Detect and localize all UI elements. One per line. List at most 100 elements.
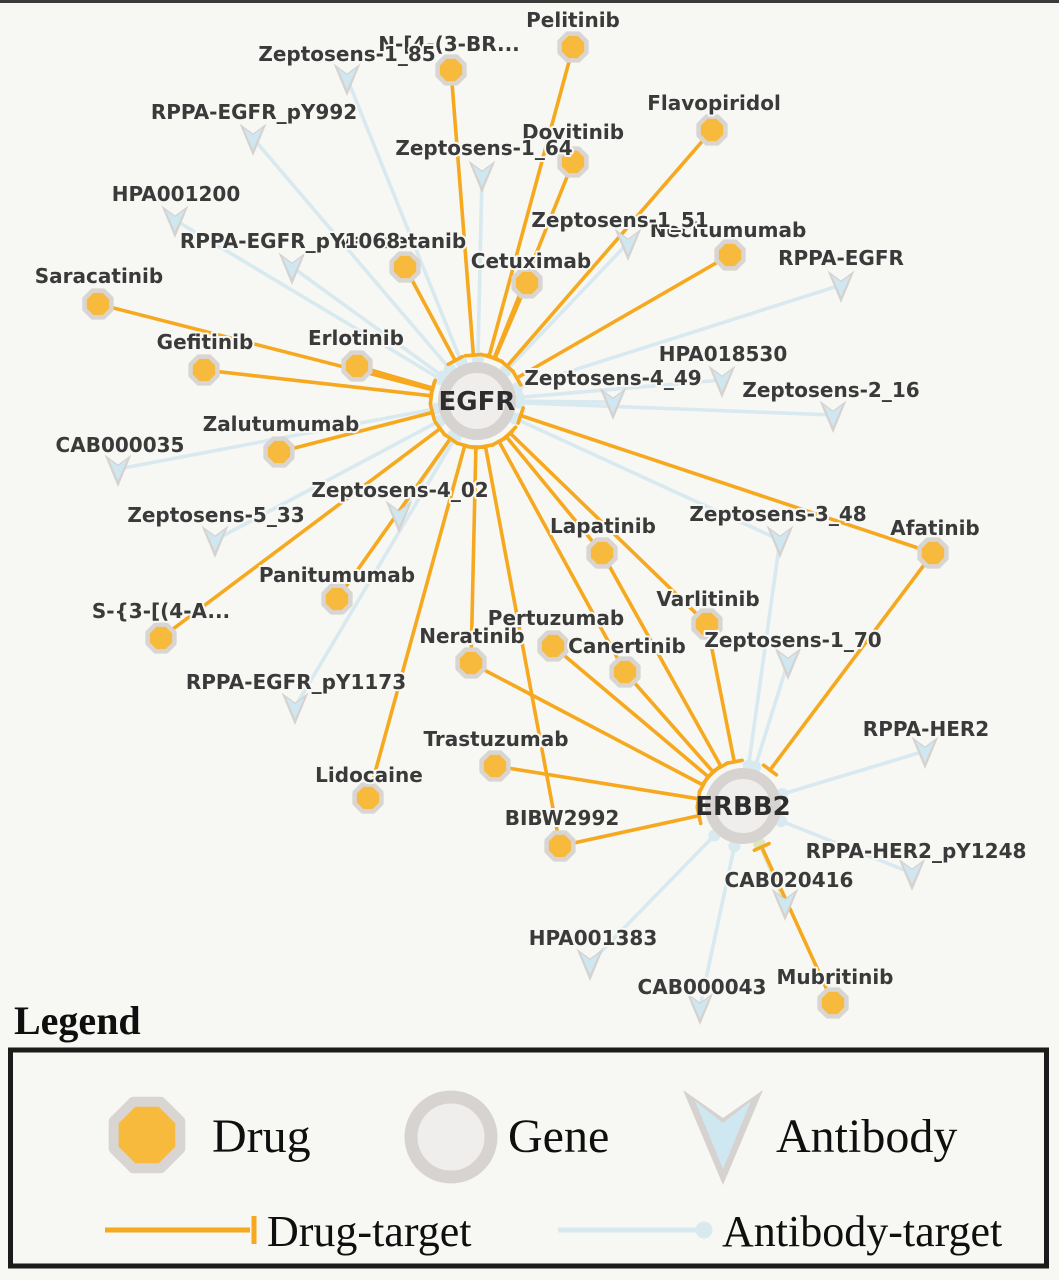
edge-erbb2-afatinib: [768, 551, 935, 772]
drug-octagon-dovitinib: [557, 146, 589, 178]
edge-egfr-flavopiridol: [505, 128, 714, 369]
drug-octagon-erlotinib: [341, 350, 373, 382]
drug-octagon-varlitinib: [691, 608, 723, 640]
gene-swatch-icon: [404, 1090, 498, 1184]
legend-drug-label: Drug: [212, 1110, 311, 1163]
edge-egfr-varlitinib: [508, 431, 709, 626]
edge-erbb2-mubritinib: [759, 845, 835, 1005]
antibody-chevron-inner-rppa_her2: [915, 741, 935, 763]
node-label-lapatinib: Lapatinib: [550, 514, 656, 538]
edge-egfr-lapatinib: [504, 434, 604, 555]
antibody-chevron-inner-py992: [243, 128, 263, 150]
drug-node-s3_4a: [145, 622, 177, 654]
drug-swatch-icon: [108, 1096, 186, 1174]
node-label-pertuzumab: Pertuzumab: [488, 606, 624, 630]
antibody-chevron-inner-z1_64: [472, 165, 492, 187]
edge-tee-afatinib: [761, 763, 779, 777]
drug-node-vandetanib: [389, 251, 421, 283]
edge-tee-n4_3br: [463, 352, 484, 358]
node-label-rppa_her2: RPPA-HER2: [863, 717, 989, 741]
drug-octagon-necitumumab: [714, 239, 746, 271]
node-label-erlotinib: Erlotinib: [308, 326, 404, 350]
legend-drug-target-label: Drug-target: [267, 1207, 471, 1256]
drug-octagon-n4_3br: [435, 54, 467, 86]
legend-antibody-target-label: Antibody-target: [722, 1207, 1002, 1256]
antibody-node-z1_85: [333, 63, 361, 96]
antibody-node-py992: [239, 123, 267, 156]
node-label-z1_64: Zeptosens-1_64: [395, 136, 572, 160]
node-label-rppa_her2_py1248: RPPA-HER2_pY1248: [806, 839, 1027, 863]
drug-octagon-bibw2992: [544, 830, 576, 862]
node-label-mubritinib: Mubritinib: [776, 965, 893, 989]
drug-node-cetuximab: [511, 267, 543, 299]
edge-egfr-hpa001200: [173, 218, 443, 382]
gene-circle-erbb2: [705, 768, 781, 844]
node-label-py1068: RPPA-EGFR_pY1068: [180, 229, 400, 253]
node-label-hpa001200: HPA001200: [112, 182, 241, 206]
edge-tee-afatinib: [516, 406, 526, 425]
antibody-chevron-inner-hpa001383: [580, 953, 600, 975]
antibody-node-hpa001383: [576, 948, 604, 981]
edge-egfr-zalutumumab: [277, 410, 435, 454]
drug-octagon-trastuzumab: [479, 750, 511, 782]
node-label-z1_51: Zeptosens-1_51: [531, 208, 708, 232]
edge-egfr-hpa018530: [516, 378, 724, 400]
edge-erbb2-rppa_her2: [780, 749, 927, 796]
drug-octagon-pelitinib: [557, 31, 589, 63]
edge-tee-vandetanib: [446, 354, 465, 367]
antibody-node-z1_64: [468, 160, 496, 193]
drug-octagon-vandetanib: [389, 251, 421, 283]
antibody-node-py1068: [278, 252, 306, 285]
node-label-z1_85: Zeptosens-1_85: [258, 42, 435, 66]
node-label-lidocaine: Lidocaine: [315, 763, 423, 787]
drug-octagon-s3_4a: [145, 622, 177, 654]
edge-egfr-neratinib: [469, 445, 478, 665]
node-label-z3_48: Zeptosens-3_48: [689, 502, 866, 526]
drug-octagon-canertinib: [609, 656, 641, 688]
edge-egfr-s3_4a: [159, 426, 443, 640]
edge-tee-erlotinib: [428, 378, 437, 398]
edge-erbb2-z1_70: [753, 660, 790, 769]
edge-egfr-saracatinib: [96, 302, 435, 392]
antibody-chevron-inner-hpa001200: [165, 210, 185, 232]
drug-octagon-neratinib: [455, 647, 487, 679]
node-label-pelitinib: Pelitinib: [526, 8, 620, 32]
node-label-canertinib: Canertinib: [568, 634, 686, 658]
edge-egfr-z5_33: [213, 418, 442, 542]
edge-erbb2-canertinib: [623, 670, 716, 775]
edge-erbb2-z3_48: [746, 538, 782, 768]
drug-node-canertinib: [609, 656, 641, 688]
edge-egfr-py1173: [293, 435, 458, 709]
edge-tee-cetuximab: [485, 353, 505, 364]
edge-erbb2-hpa001383: [588, 833, 717, 965]
drug-node-mubritinib: [817, 987, 849, 1019]
antibody-chevron-inner-z4_49: [603, 392, 623, 414]
edge-egfr-vandetanib: [403, 265, 458, 363]
drug-node-n4_3br: [435, 54, 467, 86]
edge-erbb2-varlitinib: [705, 622, 737, 764]
edge-erbb2-neratinib: [469, 661, 706, 787]
drug-node-pertuzumab: [537, 630, 569, 662]
edge-egfr-lidocaine: [366, 443, 467, 800]
edge-tee-mubritinib: [752, 841, 771, 853]
legend-box: [8, 1047, 1049, 1269]
antibody-target-edge-dot: [695, 1221, 713, 1239]
node-label-afatinib: Afatinib: [890, 516, 980, 540]
antibody-node-cab000035: [104, 454, 132, 487]
antibody-chevron-inner-z1_85: [337, 68, 357, 90]
drug-node-gefitinib: [188, 354, 220, 386]
node-label-cetuximab: Cetuximab: [471, 249, 591, 273]
edge-erbb2-trastuzumab: [493, 764, 701, 801]
node-label-necitumumab: Necitumumab: [650, 218, 807, 242]
edge-egfr-z3_48: [513, 416, 782, 542]
edge-egfr-pelitinib: [487, 45, 575, 359]
node-label-panitumumab: Panitumumab: [259, 563, 415, 587]
antibody-chevron-inner-cab000043: [690, 997, 710, 1019]
edge-tee-s3_4a: [433, 420, 447, 437]
node-label-z2_16: Zeptosens-2_16: [742, 378, 919, 402]
drug-octagon-gefitinib: [188, 354, 220, 386]
node-label-trastuzumab: Trastuzumab: [423, 727, 568, 751]
drug-octagon-zalutumumab: [263, 436, 295, 468]
